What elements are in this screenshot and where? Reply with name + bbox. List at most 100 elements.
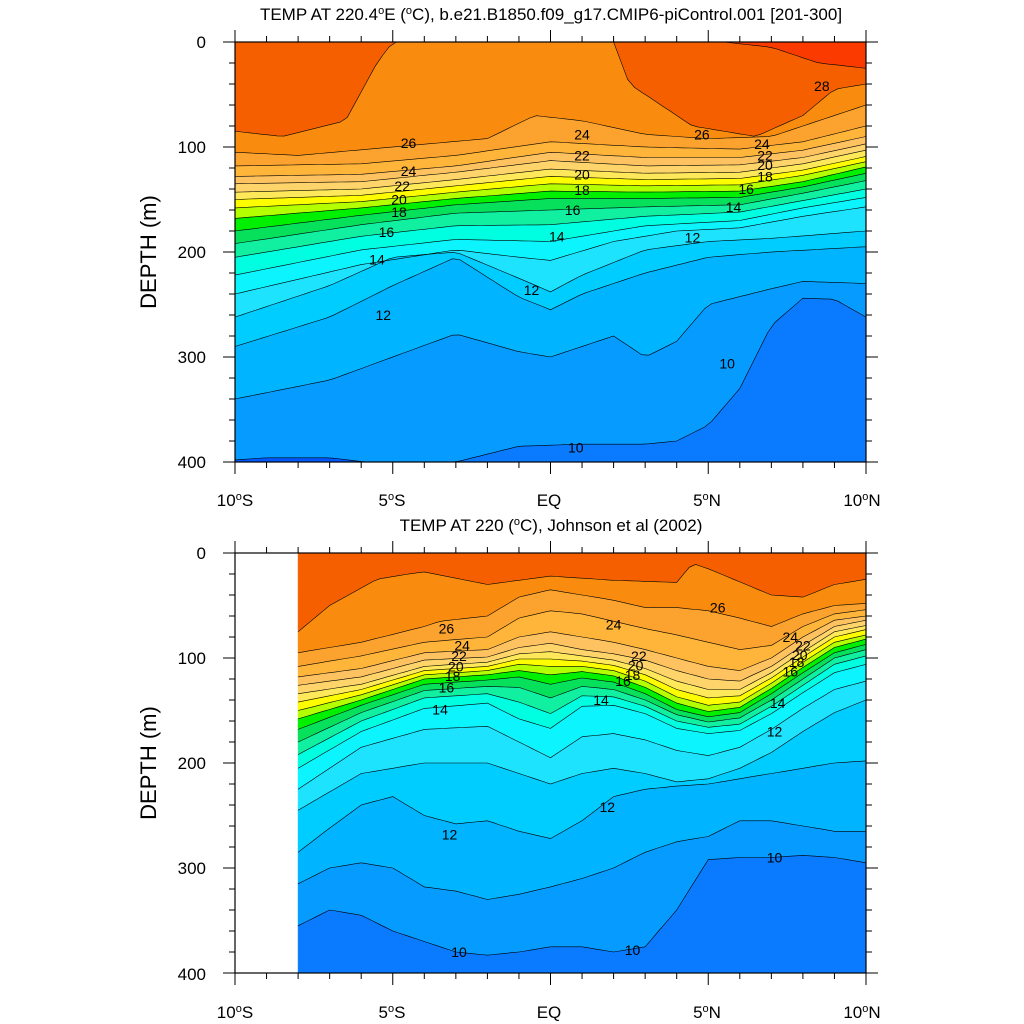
y-axis-label: DEPTH (m) (136, 195, 161, 309)
isotherm-20C (298, 634, 867, 711)
contour-label: 28 (814, 78, 830, 94)
isotherm-11C (297, 820, 866, 900)
x-tick-labels: 10oS 5oS EQ 5oN 10oN (217, 491, 881, 510)
contour-label: 10 (767, 850, 783, 866)
x-tick-label: 10oS (217, 1003, 253, 1022)
contour-label: 24 (606, 616, 622, 632)
isotherm-13C (297, 699, 867, 811)
y-tick-label: 100 (178, 649, 206, 668)
contour-label: 12 (375, 307, 391, 323)
contour-label: 18 (625, 667, 641, 683)
isotherm-18C (297, 644, 867, 730)
y-tick-label: 0 (197, 544, 206, 563)
contour-label: 20 (757, 157, 773, 173)
contour-label: 16 (615, 673, 631, 689)
contour-label: 26 (694, 126, 710, 142)
contour-label: 12 (524, 282, 540, 298)
contour-label: 18 (445, 668, 461, 684)
isotherm-23C (298, 619, 867, 686)
temperature-field (297, 552, 867, 974)
y-tick-labels: 0 100 200 300 400 (178, 33, 206, 472)
isotherm-19C (234, 166, 867, 219)
y-tick-label: 0 (197, 33, 206, 52)
contour-label: 14 (593, 692, 609, 708)
isotherm-26C (298, 589, 867, 654)
contour-label: 20 (448, 658, 464, 674)
isotherm-19C (298, 638, 867, 720)
contour-label: 22 (574, 147, 590, 163)
isotherm-12C (297, 760, 867, 853)
contour-label: 14 (432, 701, 448, 717)
isotherm-21C (298, 629, 867, 703)
contour-label: 12 (767, 724, 783, 740)
contour-label: 18 (789, 654, 805, 670)
contour-label: 20 (574, 166, 590, 182)
contour-label: 26 (401, 135, 417, 151)
contour-label: 20 (391, 192, 407, 208)
contour-label: 18 (757, 168, 773, 184)
y-tick-label: 300 (178, 859, 206, 878)
isotherm-23C (234, 143, 867, 185)
x-tick-label: EQ (537, 1003, 562, 1022)
isotherm-14C (234, 206, 867, 295)
contour-label: 10 (451, 944, 467, 960)
isotherm-11C (234, 281, 867, 400)
isotherm-27C (297, 564, 867, 633)
contour-label: 14 (369, 251, 385, 267)
contour-label: 14 (549, 228, 565, 244)
y-tick-label: 300 (178, 348, 206, 367)
isotherm-15C (234, 197, 867, 276)
isotherm-13C (234, 230, 867, 318)
contour-label: 24 (401, 163, 417, 179)
x-tick-label: EQ (537, 491, 562, 510)
contour-label: 22 (451, 648, 467, 664)
contour-label: 16 (565, 202, 581, 218)
contour-label: 24 (782, 629, 798, 645)
contour-label: 18 (574, 182, 590, 198)
isotherm-20C (234, 161, 867, 209)
isotherm-16C (234, 188, 867, 258)
contour-label: 16 (379, 224, 395, 240)
contour-label: 10 (719, 355, 735, 371)
isotherm-24C (234, 136, 867, 177)
isotherm-14C (297, 680, 867, 790)
isotherm-21C (234, 156, 867, 200)
contour-label: 22 (757, 147, 773, 163)
y-tick-labels: 0 100 200 300 400 (178, 544, 206, 984)
x-tick-label: 5oN (693, 491, 721, 510)
contour-label: 10 (568, 439, 584, 455)
y-axis-label: DEPTH (m) (136, 706, 161, 820)
contour-label: 12 (685, 229, 701, 245)
isotherm-25C (234, 125, 867, 167)
contour-label: 12 (442, 826, 458, 842)
contour-label: 14 (726, 199, 742, 215)
isotherm-25C (298, 609, 867, 667)
isotherm-26C (234, 104, 867, 156)
temperature-field (234, 41, 867, 463)
contour-label: 20 (628, 657, 644, 673)
y-tick-label: 400 (178, 453, 206, 472)
panel-observations: TEMP AT 220 (oC), Johnson et al (2002) D… (136, 516, 881, 1022)
contour-label: 14 (770, 695, 786, 711)
y-tick-label: 100 (178, 138, 206, 157)
isotherm-17C (297, 649, 867, 743)
isotherm-15C (297, 664, 867, 769)
panel-model: TEMP AT 220.4oE (oC), b.e21.B1850.f09_g1… (136, 5, 881, 510)
contour-label: 18 (391, 204, 407, 220)
isotherm-17C (234, 180, 867, 244)
axes (223, 30, 878, 474)
contour-label: 24 (574, 126, 590, 142)
contour-label: 22 (631, 648, 647, 664)
panel-title: TEMP AT 220 (oC), Johnson et al (2002) (400, 516, 703, 535)
contour-label: 22 (795, 637, 811, 653)
panel-title: TEMP AT 220.4oE (oC), b.e21.B1850.f09_g1… (260, 5, 842, 24)
y-tick-label: 400 (178, 965, 206, 984)
y-tick-label: 200 (178, 754, 206, 773)
x-tick-label: 10oS (217, 491, 253, 510)
isotherm-16C (297, 655, 867, 755)
y-tick-label: 200 (178, 243, 206, 262)
x-tick-label: 5oN (693, 1003, 721, 1022)
isotherm-24C (298, 615, 867, 678)
